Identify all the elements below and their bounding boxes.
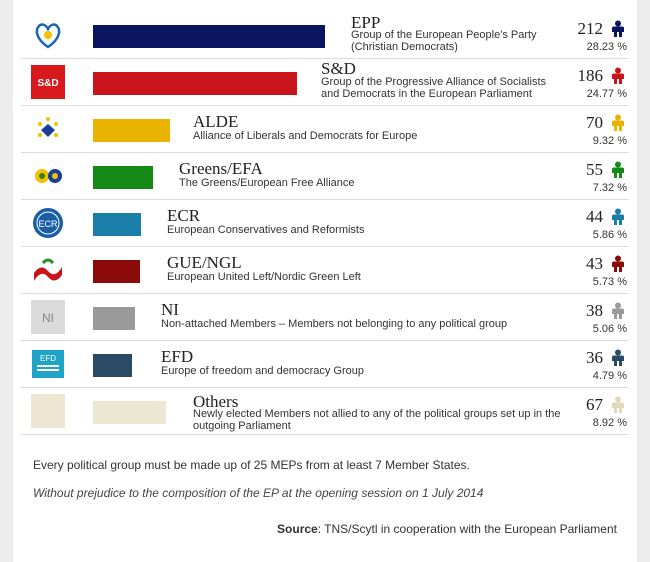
epp-logo — [31, 18, 65, 52]
seat-bar — [93, 307, 135, 330]
seat-bar — [93, 119, 170, 142]
seat-percentage: 24.77 % — [586, 88, 627, 100]
logo-text: EFD — [40, 354, 56, 363]
seat-count: 44 — [586, 207, 603, 226]
seat-bar — [93, 260, 140, 283]
person-icon — [609, 396, 627, 414]
rule-note: Every political group must be made up of… — [33, 458, 470, 472]
seat-count: 43 — [586, 254, 603, 273]
party-abbr: EFD — [161, 347, 194, 366]
logo-text: ECR — [38, 219, 58, 229]
seat-percentage: 8.92 % — [592, 417, 627, 429]
seat-count: 212 — [577, 19, 604, 38]
party-desc: European Conservatives and Reformists — [167, 224, 365, 236]
party-desc: Group of the Progressive Alliance of Soc… — [321, 76, 547, 100]
seat-percentage: 5.86 % — [592, 229, 627, 241]
person-icon — [609, 208, 627, 226]
party-desc: The Greens/European Free Alliance — [179, 177, 355, 189]
party-abbr: GUE/NGL — [167, 253, 242, 272]
person-icon — [609, 114, 627, 132]
gue-logo — [31, 253, 65, 287]
others-logo — [31, 394, 65, 428]
seat-percentage: 9.32 % — [592, 135, 627, 147]
party-abbr: EPP — [351, 13, 381, 32]
seat-count: 36 — [586, 348, 603, 367]
party-abbr: Others — [193, 392, 239, 411]
seat-count: 67 — [586, 395, 603, 414]
party-row: Others Newly elected Members not allied t… — [21, 388, 629, 435]
party-row: EFD EFD Europe of freedom and democracy Gr… — [21, 341, 629, 388]
person-icon — [609, 161, 627, 179]
logo-text: S&D — [37, 78, 58, 89]
results-panel: EPP Group of the European People's Party … — [13, 0, 637, 562]
seat-bar — [93, 25, 325, 48]
seat-count: 70 — [586, 113, 603, 132]
party-row: ECR ECR European Conservatives and Reformi… — [21, 200, 629, 247]
party-desc: European United Left/Nordic Green Left — [167, 271, 361, 283]
party-row: ALDE Alliance of Liberals and Democrats f… — [21, 106, 629, 153]
person-icon — [609, 20, 627, 38]
greens-logo — [31, 159, 65, 193]
person-icon — [609, 67, 627, 85]
party-row: NI NI Non-attached Members – Members not b… — [21, 294, 629, 341]
party-abbr: NI — [161, 300, 179, 319]
seat-bar — [93, 213, 141, 236]
efd-logo: EFD — [31, 347, 65, 381]
party-row: S&D S&D Group of the Progressive Alliance … — [21, 59, 629, 106]
party-abbr: ALDE — [193, 112, 239, 131]
person-icon — [609, 302, 627, 320]
seat-count: 55 — [586, 160, 603, 179]
seat-bar — [93, 354, 132, 377]
party-abbr: Greens/EFA — [179, 159, 263, 178]
person-icon — [609, 255, 627, 273]
party-desc: Alliance of Liberals and Democrats for E… — [193, 130, 418, 142]
person-icon — [609, 349, 627, 367]
seat-count: 186 — [577, 66, 604, 85]
seat-percentage: 7.32 % — [592, 182, 627, 194]
sd-logo: S&D — [31, 65, 65, 99]
party-desc: Non-attached Members – Members not belon… — [161, 318, 508, 330]
party-row: GUE/NGL European United Left/Nordic Green… — [21, 247, 629, 294]
ni-logo: NI — [31, 300, 65, 334]
party-abbr: S&D — [321, 59, 356, 78]
ecr-logo: ECR — [31, 206, 65, 240]
seat-count: 38 — [586, 301, 603, 320]
party-row: Greens/EFA The Greens/European Free Allia… — [21, 153, 629, 200]
seat-percentage: 28.23 % — [586, 41, 627, 53]
seat-percentage: 4.79 % — [592, 370, 627, 382]
party-desc: Newly elected Members not allied to any … — [193, 408, 561, 432]
logo-text: NI — [42, 311, 54, 325]
party-abbr: ECR — [167, 206, 201, 225]
party-row: EPP Group of the European People's Party … — [21, 12, 629, 59]
source-text: : TNS/Scytl in cooperation with the Euro… — [317, 522, 617, 536]
alde-logo — [31, 112, 65, 146]
seat-percentage: 5.73 % — [592, 276, 627, 288]
disclaimer-note: Without prejudice to the composition of … — [33, 486, 484, 500]
party-desc: Europe of freedom and democracy Group — [161, 365, 365, 377]
party-desc: Group of the European People's Party (Ch… — [351, 29, 537, 53]
seat-percentage: 5.06 % — [592, 323, 627, 335]
seat-bar — [93, 401, 166, 424]
source-label: Source — [277, 522, 318, 536]
source-note: Source: TNS/Scytl in cooperation with th… — [277, 522, 617, 536]
seat-bar — [93, 72, 297, 95]
seat-bar — [93, 166, 153, 189]
